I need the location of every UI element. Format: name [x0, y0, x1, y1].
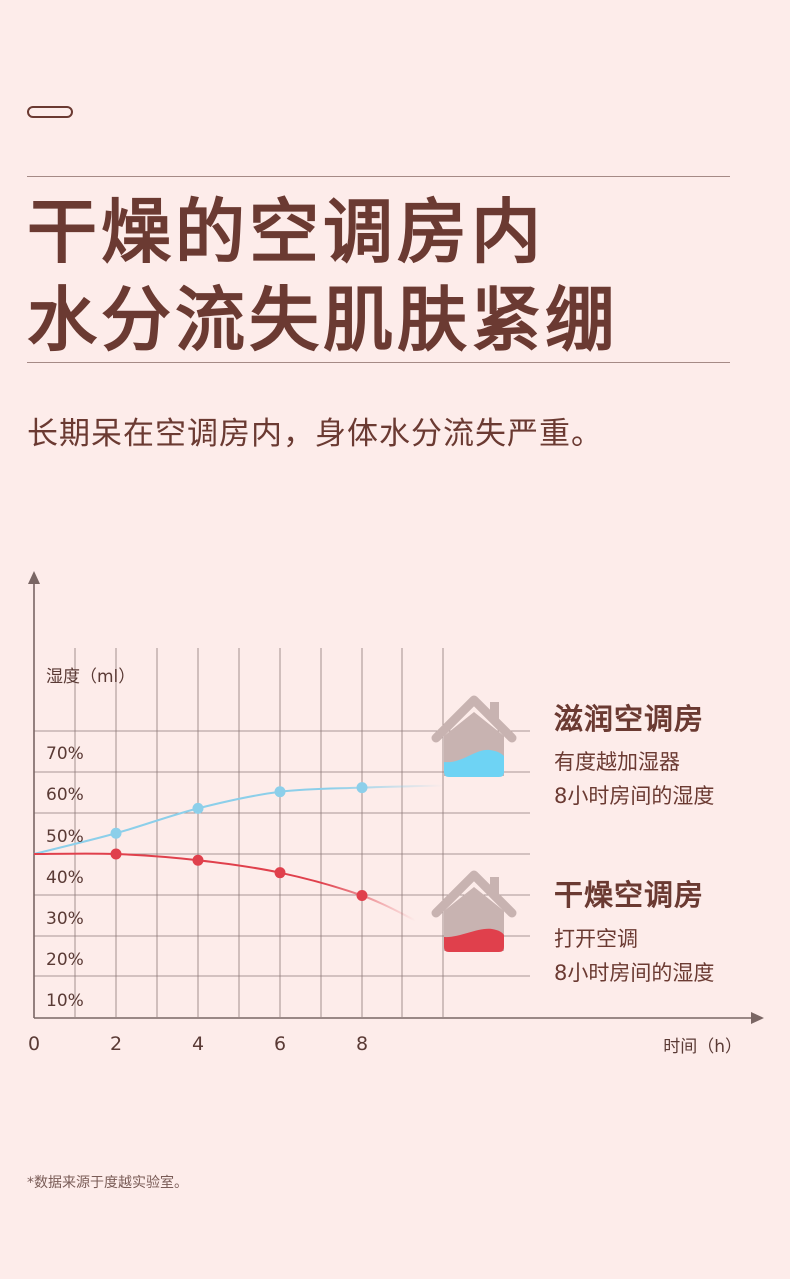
x-tick-label: 6 — [274, 1033, 286, 1055]
data-point — [110, 848, 122, 860]
x-tick-label: 8 — [356, 1033, 368, 1055]
humidity-chart: 湿度（ml） 10% 20% 30% 40% 50% 60% 70% 0 2 4 6 8 时间（h） — [28, 571, 764, 1057]
y-tick-label: 50% — [46, 827, 84, 847]
data-point — [192, 802, 204, 814]
legend-desc-dry-line-1: 打开空调 — [554, 927, 638, 951]
y-axis-label: 湿度（ml） — [46, 667, 135, 687]
house-water-icon — [444, 928, 504, 952]
chart-grid — [34, 648, 530, 1017]
house-chimney-icon — [490, 877, 499, 897]
legend-desc-humidified: 有度越加湿器 8小时房间的湿度 — [554, 745, 714, 813]
data-point — [356, 782, 368, 794]
series-line-dry — [33, 852, 416, 922]
x-tick-label: 0 — [28, 1033, 40, 1055]
house-water-icon — [444, 749, 504, 777]
footnote: *数据来源于度越实验室。 — [27, 1175, 188, 1191]
house-roof-icon — [431, 695, 517, 743]
legend-houses — [431, 695, 517, 952]
data-point — [110, 827, 122, 839]
data-point — [356, 890, 368, 901]
y-tick-label: 10% — [46, 991, 84, 1011]
decorative-pill-icon — [27, 106, 73, 118]
x-tick-label: 2 — [110, 1033, 122, 1055]
legend-desc-dry-line-2: 8小时房间的湿度 — [554, 961, 715, 985]
chart-axes — [28, 571, 764, 1024]
y-tick-label: 60% — [46, 785, 84, 805]
y-tick-label: 20% — [46, 950, 84, 970]
legend-title-dry: 干燥空调房 — [554, 878, 705, 912]
page-title: 干燥的空调房内 水分流失肌肤紧绷 — [27, 188, 619, 364]
top-divider — [27, 176, 730, 177]
house-humidified-icon — [431, 695, 517, 777]
series-line-humidified — [33, 784, 445, 855]
legend-desc-humidified-line-2: 8小时房间的湿度 — [554, 784, 715, 808]
data-point — [274, 867, 286, 879]
page-title-line-2: 水分流失肌肤紧绷 — [27, 279, 619, 361]
data-point — [274, 786, 286, 798]
house-dry-icon — [431, 870, 517, 952]
house-chimney-icon — [490, 702, 499, 722]
legend-desc-humidified-line-1: 有度越加湿器 — [554, 750, 680, 774]
y-tick-label: 40% — [46, 868, 84, 888]
y-axis-arrow — [28, 571, 40, 584]
page-title-line-1: 干燥的空调房内 — [27, 191, 545, 273]
x-axis-label: 时间（h） — [663, 1037, 742, 1057]
data-point — [192, 854, 204, 866]
chart-series — [33, 782, 445, 922]
chart-labels: 湿度（ml） 10% 20% 30% 40% 50% 60% 70% 0 2 4 6 8 时间（h） — [28, 667, 742, 1057]
y-tick-label: 70% — [46, 744, 84, 764]
y-tick-label: 30% — [46, 909, 84, 929]
house-roof-icon — [431, 870, 517, 918]
x-tick-label: 4 — [192, 1033, 204, 1055]
legend-desc-dry: 打开空调 8小时房间的湿度 — [554, 922, 714, 990]
page-subtitle: 长期呆在空调房内，身体水分流失严重。 — [27, 416, 603, 452]
bottom-divider — [27, 362, 730, 363]
legend-title-humidified: 滋润空调房 — [554, 702, 705, 736]
x-axis-arrow — [751, 1012, 764, 1024]
